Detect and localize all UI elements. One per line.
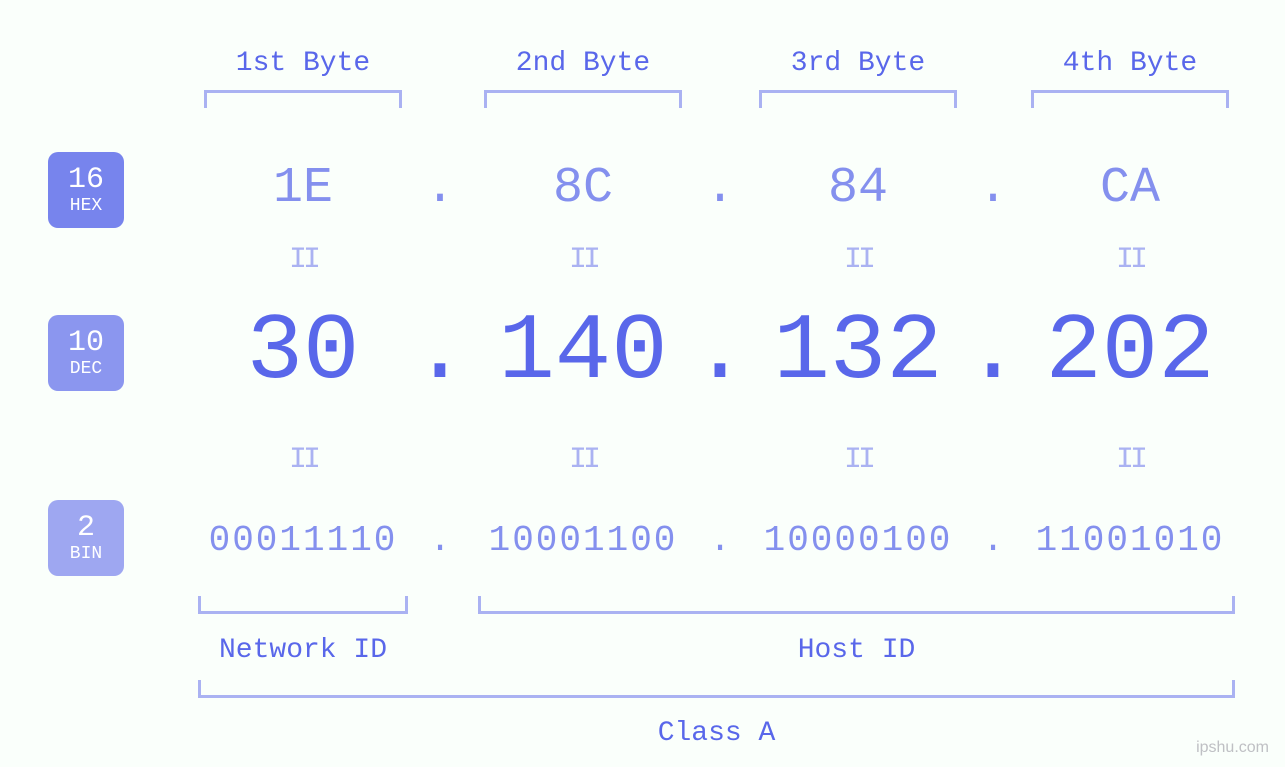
dec-dot-2: .	[692, 300, 748, 406]
equals-icon: II	[844, 243, 872, 277]
badge-hex-label: HEX	[70, 197, 102, 215]
equals-icon: II	[1116, 243, 1144, 277]
hex-byte-4: CA	[1100, 160, 1160, 217]
equals-icon: II	[1116, 443, 1144, 477]
hex-dot-3: .	[978, 160, 1008, 217]
hex-byte-3: 84	[828, 160, 888, 217]
bracket-network-id	[198, 596, 408, 614]
byte-header-3: 3rd Byte	[791, 48, 925, 79]
watermark: ipshu.com	[1196, 739, 1269, 757]
bracket-class	[198, 680, 1235, 698]
top-bracket-4	[1031, 90, 1229, 108]
badge-dec: 10 DEC	[48, 315, 124, 391]
top-bracket-1	[204, 90, 402, 108]
dec-dot-1: .	[412, 300, 468, 406]
dec-byte-2: 140	[498, 300, 667, 406]
top-bracket-3	[759, 90, 957, 108]
bin-byte-2: 10001100	[489, 520, 678, 561]
dec-byte-3: 132	[773, 300, 942, 406]
bracket-host-id	[478, 596, 1235, 614]
bin-byte-3: 10000100	[764, 520, 953, 561]
equals-icon: II	[569, 243, 597, 277]
label-host-id: Host ID	[798, 635, 916, 666]
label-class: Class A	[658, 718, 776, 749]
hex-dot-2: .	[705, 160, 735, 217]
badge-dec-num: 10	[68, 328, 104, 358]
dec-dot-3: .	[965, 300, 1021, 406]
bin-byte-1: 00011110	[209, 520, 398, 561]
label-network-id: Network ID	[219, 635, 387, 666]
equals-icon: II	[289, 243, 317, 277]
ip-diagram: 16 HEX 10 DEC 2 BIN 1st Byte 2nd Byte 3r…	[0, 0, 1285, 767]
equals-icon: II	[289, 443, 317, 477]
equals-icon: II	[569, 443, 597, 477]
bin-dot-3: .	[982, 520, 1004, 561]
bin-byte-4: 11001010	[1036, 520, 1225, 561]
byte-header-1: 1st Byte	[236, 48, 370, 79]
badge-bin: 2 BIN	[48, 500, 124, 576]
equals-icon: II	[844, 443, 872, 477]
badge-bin-label: BIN	[70, 545, 102, 563]
badge-hex: 16 HEX	[48, 152, 124, 228]
badge-dec-label: DEC	[70, 360, 102, 378]
hex-dot-1: .	[425, 160, 455, 217]
bin-dot-2: .	[709, 520, 731, 561]
dec-byte-1: 30	[247, 300, 360, 406]
dec-byte-4: 202	[1045, 300, 1214, 406]
top-bracket-2	[484, 90, 682, 108]
byte-header-2: 2nd Byte	[516, 48, 650, 79]
byte-header-4: 4th Byte	[1063, 48, 1197, 79]
badge-hex-num: 16	[68, 165, 104, 195]
bin-dot-1: .	[429, 520, 451, 561]
hex-byte-1: 1E	[273, 160, 333, 217]
badge-bin-num: 2	[77, 513, 95, 543]
hex-byte-2: 8C	[553, 160, 613, 217]
